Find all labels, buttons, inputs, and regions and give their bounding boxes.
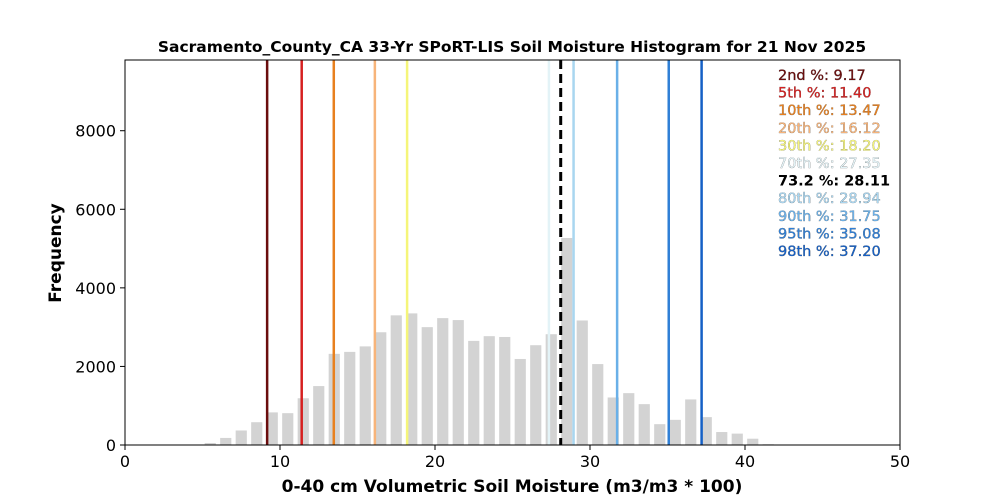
legend-entry: 95th %: 35.08	[778, 226, 881, 242]
histogram-bar	[654, 424, 666, 445]
histogram-bar	[700, 417, 712, 445]
y-axis-label: Frequency	[46, 203, 66, 303]
histogram-bar	[514, 358, 526, 445]
bars-layer	[204, 237, 774, 445]
histogram-bar	[530, 345, 542, 445]
legend-entry: 2nd %: 9.17	[778, 68, 866, 84]
histogram-bar	[623, 393, 635, 445]
histogram-bar	[483, 336, 495, 445]
histogram-bar	[390, 315, 402, 445]
y-ticks-layer: 0 2000 4000 6000 8000	[75, 122, 125, 455]
histogram-bar	[499, 336, 511, 445]
x-tick-label: 40	[735, 452, 755, 471]
histogram-bar	[421, 327, 433, 445]
x-tick-label: 0	[120, 452, 130, 471]
histogram-bar	[561, 237, 573, 445]
histogram-bar	[592, 364, 604, 445]
histogram-bar	[251, 422, 263, 445]
plot-frame	[124, 59, 901, 446]
legend-entry: 70th %: 27.35	[778, 156, 881, 172]
histogram-bar	[685, 399, 697, 445]
y-tick-label: 0	[106, 436, 116, 455]
legend-entry: 98th %: 37.20	[778, 244, 881, 260]
histogram-bar	[669, 419, 681, 445]
histogram-bar	[359, 346, 371, 445]
legend-entry: 80th %: 28.94	[778, 191, 881, 207]
y-tick-label: 6000	[75, 200, 116, 219]
histogram-bar	[204, 443, 216, 445]
histogram-bar	[282, 413, 294, 445]
legend-entry: 5th %: 11.40	[778, 86, 872, 102]
x-tick-label: 30	[580, 452, 600, 471]
histogram-bar	[235, 430, 247, 445]
legend-entry: 20th %: 16.12	[778, 121, 881, 137]
percentile-lines-layer	[265, 60, 703, 445]
legend-entry-current: 73.2 %: 28.11	[778, 174, 890, 190]
histogram-bar	[468, 340, 480, 445]
histogram-bar	[220, 437, 232, 445]
legend-entry: 90th %: 31.75	[778, 209, 881, 225]
histogram-bar	[747, 438, 759, 445]
histogram-bar	[375, 332, 387, 445]
histogram-bar	[313, 386, 325, 445]
histogram-bar	[266, 412, 278, 445]
x-tick-label: 50	[890, 452, 910, 471]
legend-entry: 10th %: 13.47	[778, 103, 881, 119]
y-tick-label: 2000	[75, 357, 116, 376]
chart-title: Sacramento_County_CA 33-Yr SPoRT-LIS Soi…	[158, 38, 866, 56]
histogram-bar	[638, 404, 650, 445]
histogram-bar	[437, 318, 449, 445]
legend-entry: 30th %: 18.20	[778, 138, 881, 154]
y-tick-label: 8000	[75, 122, 116, 141]
histogram-bar	[406, 313, 418, 445]
histogram-bar	[716, 432, 728, 445]
histogram-bar	[731, 433, 743, 445]
y-tick-label: 4000	[75, 279, 116, 298]
histogram-bar	[607, 397, 619, 445]
histogram-bar	[297, 398, 309, 445]
histogram-bar	[452, 320, 464, 445]
x-tick-label: 10	[270, 452, 290, 471]
histogram-bar	[344, 351, 356, 445]
x-tick-label: 20	[425, 452, 445, 471]
x-ticks-layer: 0 10 20 30 40 50	[120, 445, 910, 471]
histogram-bar	[576, 320, 588, 445]
histogram-bar	[545, 334, 557, 445]
x-axis-label: 0-40 cm Volumetric Soil Moisture (m3/m3 …	[282, 477, 743, 497]
